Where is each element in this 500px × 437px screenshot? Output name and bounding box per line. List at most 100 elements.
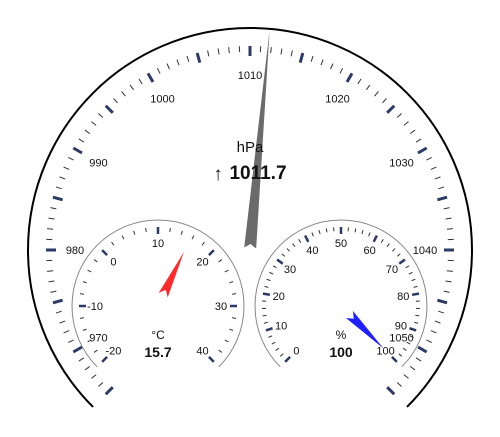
thermometer-minor-tick [229,329,233,330]
barometer-minor-tick [79,139,84,142]
barometer-major-tick [53,300,63,303]
barometer-minor-tick [358,79,361,84]
barometer-minor-tick [79,358,84,361]
hygrometer-major-tick [409,328,416,330]
thermometer-minor-tick [94,260,97,262]
barometer-minor-tick [91,375,96,379]
barometer-minor-tick [56,311,62,313]
barometer-minor-tick [311,56,313,62]
barometer-value: 1011.7 [229,163,286,184]
thermometer-minor-tick [170,228,171,232]
barometer-minor-tick [56,187,62,189]
hygrometer-minor-tick [414,322,418,323]
thermometer-minor-tick [219,350,222,352]
barometer-minor-tick [113,98,117,102]
barometer-minor-tick [447,229,453,230]
barometer-minor-tick [49,218,55,219]
hygrometer-minor-tick [399,354,402,357]
barometer-minor-tick [229,47,230,53]
thermometer-minor-tick [80,318,84,319]
thermometer-tick-label: -10 [87,301,103,313]
hygrometer-major-tick [305,236,308,242]
hygrometer-tick-label: 40 [306,245,318,257]
barometer-minor-tick [291,50,292,56]
barometer-major-tick [347,73,352,82]
barometer-major-tick [437,300,447,303]
barometer-minor-tick [49,281,55,282]
hygrometer-tick-label: 50 [335,238,347,250]
hygrometer-minor-tick [392,248,395,251]
hygrometer-minor-tick [293,244,295,247]
thermometer-minor-tick [122,236,124,240]
thermometer-minor-tick [83,282,87,283]
thermometer-minor-tick [83,329,87,330]
hygrometer-tick-label: 70 [386,264,398,276]
barometer-minor-tick [397,382,401,386]
barometer-minor-tick [218,49,219,55]
hygrometer-needle [346,311,383,348]
barometer-major-tick [387,387,394,394]
barometer-minor-tick [98,113,102,117]
barometer-minor-tick [366,85,370,90]
barometer-major-tick [300,53,303,63]
barometer-minor-tick [208,50,209,56]
thermometer-minor-tick [192,236,194,240]
hygrometer-major-tick [392,357,397,362]
barometer-minor-tick [397,113,401,117]
thermometer-minor-tick [112,242,114,245]
barometer-minor-tick [435,177,441,179]
barometer-minor-tick [340,68,343,73]
barometer-minor-tick [416,358,421,361]
hygrometer-minor-tick [312,233,313,237]
barometer-minor-tick [404,122,409,126]
hygrometer-minor-tick [276,348,279,350]
thermometer-major-tick [102,357,107,362]
hygrometer-minor-tick [403,348,406,350]
hygrometer-minor-tick [369,233,370,237]
thermometer-tick-label: -20 [105,346,121,358]
hygrometer-minor-tick [387,244,389,247]
barometer-tick-label: 1050 [389,332,413,344]
hygrometer-minor-tick [414,286,418,287]
barometer-tick-label: 1020 [325,93,349,105]
hygrometer-minor-tick [362,230,363,234]
barometer-major-tick [418,148,427,153]
barometer-minor-tick [331,64,333,69]
barometer-minor-tick [404,375,409,379]
hygrometer-minor-tick [270,272,274,274]
thermometer-minor-tick [219,260,222,262]
hygrometer-minor-tick [299,239,301,242]
hygrometer-minor-tick [268,336,272,338]
thermometer-minor-tick [80,294,84,295]
thermometer-tick-label: 40 [196,346,208,358]
barometer-tick-label: 980 [66,245,84,257]
barometer-tick-label: 1030 [389,157,413,169]
hygrometer-minor-tick [409,272,413,274]
barometer-minor-tick [426,157,431,160]
thermometer-minor-tick [225,270,229,272]
barometer-minor-tick [130,85,134,90]
thermometer-minor-tick [146,228,147,232]
thermometer-minor-tick [229,282,233,283]
barometer-minor-tick [157,68,160,73]
barometer-minor-tick [177,60,179,66]
arrow-up-icon: ↑ [213,164,223,185]
thermometer-minor-tick [88,270,92,272]
barometer-minor-tick [444,208,450,209]
barometer-minor-tick [410,130,415,134]
thermometer-needle [159,252,184,297]
barometer-major-tick [148,73,153,82]
hygrometer-tick-label: 80 [397,291,409,303]
thermometer-major-tick [209,357,214,362]
barometer-minor-tick [50,291,56,292]
barometer-tick-label: 970 [89,332,107,344]
barometer-minor-tick [98,382,102,386]
hygrometer-tick-label: 60 [363,245,375,257]
hygrometer-major-tick [399,260,405,264]
hygrometer-minor-tick [264,322,268,323]
barometer-minor-tick [139,79,142,84]
thermometer-minor-tick [225,340,229,342]
thermometer-tick-label: 10 [152,238,164,250]
barometer-major-tick [73,148,82,153]
